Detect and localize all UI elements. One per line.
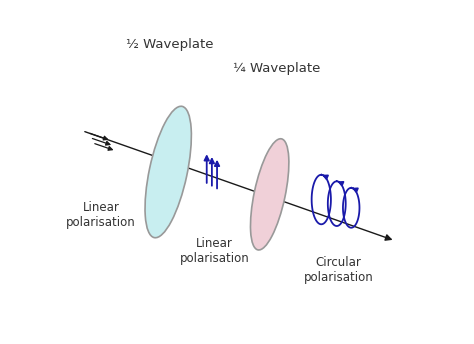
Text: Linear
polarisation: Linear polarisation	[66, 201, 136, 229]
Ellipse shape	[250, 139, 289, 250]
Ellipse shape	[145, 106, 191, 238]
Text: Linear
polarisation: Linear polarisation	[180, 237, 249, 265]
Text: Circular
polarisation: Circular polarisation	[304, 256, 374, 284]
Text: ¼ Waveplate: ¼ Waveplate	[233, 62, 320, 75]
Text: ½ Waveplate: ½ Waveplate	[126, 38, 214, 51]
